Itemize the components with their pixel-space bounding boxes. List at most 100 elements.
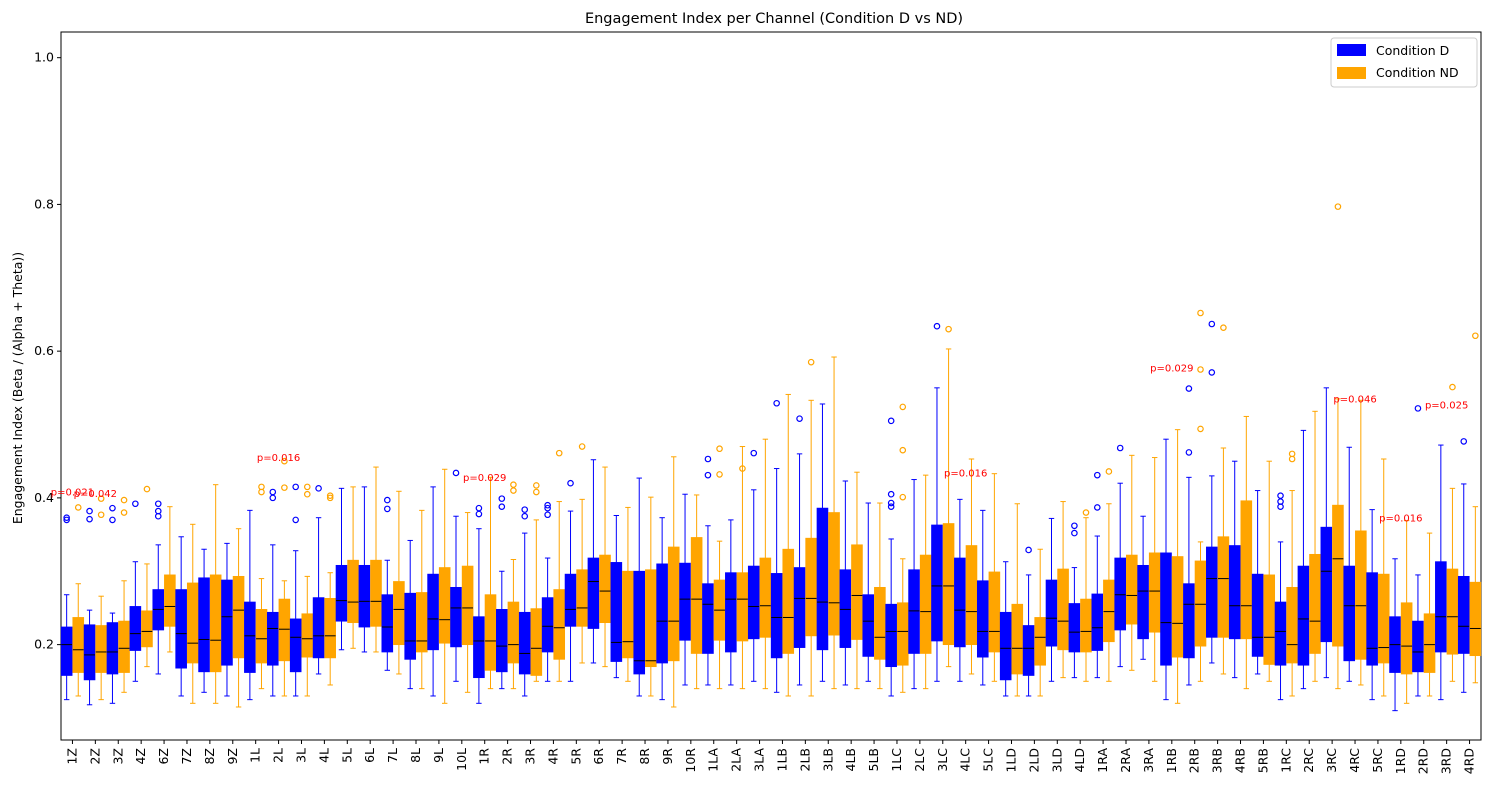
box-nd-4r-outlier <box>555 449 563 457</box>
box-d-1ra-outlier <box>1093 471 1101 479</box>
p-value-annotation: p=0.016 <box>257 453 300 464</box>
box-d-2ld-outlier <box>1025 546 1032 554</box>
x-tick-label-3r: 3R <box>523 748 538 765</box>
box-nd-3r-outlier <box>533 482 540 489</box>
x-tick-label-3z: 3Z <box>110 748 125 765</box>
box-d-1lc-outlier <box>887 417 895 425</box>
x-tick-label-4z: 4Z <box>133 748 148 765</box>
box-d-6z-outlier <box>154 500 162 508</box>
box-d-8z-box <box>198 577 210 673</box>
p-value-annotation: p=0.042 <box>74 489 117 500</box>
box-nd-1ra-box <box>1103 579 1115 643</box>
box-nd-1z-box <box>72 617 85 673</box>
box-d-4rd-box <box>1457 575 1470 654</box>
legend: Condition D Condition ND <box>1330 37 1478 88</box>
box-nd-3ld-box <box>1057 568 1069 651</box>
x-tick-label-9z: 9Z <box>225 748 240 765</box>
box-d-1z-outlier <box>63 516 70 524</box>
box-nd-4z-box <box>141 610 153 648</box>
box-d-6r-box <box>587 557 600 629</box>
box-d-2l-box <box>266 611 279 666</box>
box-nd-4rd-box <box>1469 581 1482 657</box>
box-nd-3z-outlier <box>120 496 128 504</box>
box-d-3rd-box <box>1435 561 1447 653</box>
box-d-4rd-outlier <box>1460 438 1468 445</box>
box-d-1rc-box <box>1274 601 1287 666</box>
box-nd-2r-box <box>507 601 520 664</box>
box-nd-9l-box <box>438 567 451 644</box>
x-tick-label-1z: 1Z <box>64 748 79 765</box>
box-d-8r-box <box>633 570 646 675</box>
x-tick-label-4rc: 4RC <box>1347 748 1362 773</box>
box-nd-3rc-outlier <box>1334 203 1342 210</box>
x-tick-label-5rc: 5RC <box>1370 748 1385 773</box>
x-tick-label-5lb: 5LB <box>866 748 881 772</box>
box-nd-4ld-outlier <box>1082 509 1090 516</box>
box-d-2r-outlier <box>498 495 506 502</box>
box-d-10l-outlier <box>452 469 460 477</box>
box-d-3ra-box <box>1137 564 1149 640</box>
box-nd-2lc-box <box>919 554 932 654</box>
x-tick-label-1rd: 1RD <box>1393 748 1408 774</box>
box-d-2rc-box <box>1297 565 1310 666</box>
box-d-1rb-box <box>1160 552 1172 666</box>
x-tick-label-3rd: 3RD <box>1439 748 1454 774</box>
y-tick-label: 1.0 <box>34 50 54 65</box>
box-nd-8l-box <box>415 592 428 653</box>
x-tick-label-7l: 7L <box>385 748 400 763</box>
x-tick-label-10l: 10L <box>454 748 469 771</box>
box-nd-1z-outlier <box>74 504 82 511</box>
x-tick-label-6l: 6L <box>362 748 377 763</box>
box-nd-7l-box <box>393 581 405 646</box>
box-nd-4ld-box <box>1080 598 1092 653</box>
box-d-5l-box <box>335 564 348 622</box>
box-nd-3lc-box <box>942 523 955 646</box>
box-nd-2rb-outlier <box>1197 366 1204 373</box>
box-nd-4rc-box <box>1355 530 1367 660</box>
x-tick-label-8l: 8L <box>408 748 423 763</box>
box-d-3l-box <box>289 618 302 673</box>
x-tick-label-4lc: 4LC <box>958 748 973 772</box>
box-nd-8r-box <box>645 569 657 668</box>
box-d-9l-box <box>427 573 439 651</box>
box-nd-9z-box <box>232 575 245 659</box>
box-nd-5r-box <box>576 569 588 627</box>
box-d-2r-box <box>496 609 508 673</box>
x-tick-label-2l: 2L <box>271 748 286 763</box>
x-tick-label-2rb: 2RB <box>1187 748 1202 773</box>
box-nd-5lc-box <box>988 571 1001 653</box>
box-nd-1rc-outlier <box>1288 450 1296 458</box>
box-d-7r-box <box>610 562 623 662</box>
box-d-1lc-box <box>885 603 897 668</box>
box-nd-1l-outlier <box>258 483 265 491</box>
box-nd-5rb-box <box>1263 574 1276 665</box>
box-nd-1la-outlier <box>716 471 723 478</box>
x-tick-label-9r: 9R <box>660 748 675 765</box>
box-d-9z-box <box>221 579 233 666</box>
box-d-9r-box <box>656 563 668 664</box>
box-nd-1rc-box <box>1286 586 1298 664</box>
box-d-4rb-box <box>1228 545 1241 640</box>
p-value-annotation: p=0.029 <box>1150 364 1193 375</box>
box-d-3rb-box <box>1206 546 1218 638</box>
box-d-1l-box <box>244 601 256 673</box>
box-d-1lc-outlier <box>887 503 895 510</box>
box-d-4l-box <box>312 597 325 659</box>
box-nd-7z-box <box>186 582 199 664</box>
box-nd-3l-outlier <box>303 490 311 498</box>
box-d-5rc-box <box>1366 572 1378 666</box>
box-d-2rd-box <box>1412 620 1424 673</box>
box-d-3la-outlier <box>750 449 758 457</box>
box-nd-2rd-box <box>1423 613 1436 673</box>
box-nd-3lc-outlier <box>945 325 952 333</box>
x-tick-label-3lc: 3LC <box>935 748 950 772</box>
x-tick-label-2ld: 2LD <box>1026 748 1041 773</box>
x-tick-label-4rd: 4RD <box>1462 748 1477 774</box>
box-d-4ld-outlier <box>1071 522 1078 530</box>
box-nd-4lc-box <box>965 545 978 646</box>
box-d-3l-outlier <box>292 516 299 524</box>
x-tick-label-2lb: 2LB <box>797 748 812 772</box>
box-d-1r-outlier <box>475 510 483 518</box>
box-d-1ra-box <box>1091 593 1104 651</box>
box-nd-6l-box <box>370 559 382 627</box>
